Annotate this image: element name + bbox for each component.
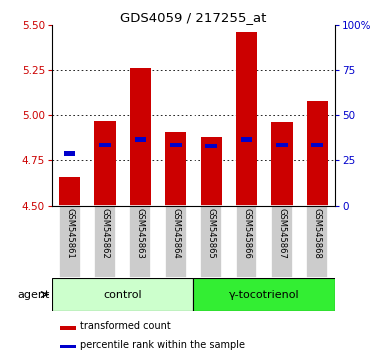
Text: control: control bbox=[104, 290, 142, 299]
Bar bbox=[59, 206, 80, 278]
Bar bbox=[170, 143, 182, 147]
Bar bbox=[60, 326, 76, 330]
Text: GSM545863: GSM545863 bbox=[136, 208, 145, 259]
Bar bbox=[311, 143, 323, 147]
Bar bbox=[130, 68, 151, 206]
Text: transformed count: transformed count bbox=[80, 321, 171, 331]
Bar bbox=[64, 151, 75, 155]
Bar bbox=[94, 121, 116, 206]
Text: GSM545867: GSM545867 bbox=[277, 208, 286, 259]
Bar bbox=[60, 345, 76, 348]
Text: γ-tocotrienol: γ-tocotrienol bbox=[229, 290, 300, 299]
Text: agent: agent bbox=[18, 290, 50, 299]
Text: GSM545866: GSM545866 bbox=[242, 208, 251, 259]
Text: GSM545861: GSM545861 bbox=[65, 208, 74, 259]
Bar bbox=[205, 144, 217, 148]
Bar bbox=[236, 206, 258, 278]
Bar bbox=[59, 177, 80, 206]
Bar bbox=[276, 143, 288, 147]
Bar bbox=[201, 137, 222, 206]
Bar bbox=[271, 122, 293, 206]
Bar bbox=[236, 32, 257, 206]
Bar bbox=[241, 137, 252, 142]
Title: GDS4059 / 217255_at: GDS4059 / 217255_at bbox=[120, 11, 267, 24]
Text: percentile rank within the sample: percentile rank within the sample bbox=[80, 339, 245, 349]
Bar bbox=[94, 206, 116, 278]
Bar bbox=[306, 101, 328, 206]
Text: GSM545862: GSM545862 bbox=[100, 208, 110, 259]
Bar bbox=[165, 132, 186, 206]
Bar bbox=[165, 206, 187, 278]
Bar bbox=[193, 278, 335, 311]
Bar bbox=[135, 137, 146, 142]
Text: GSM545868: GSM545868 bbox=[313, 208, 322, 259]
Bar bbox=[99, 143, 111, 147]
Bar bbox=[271, 206, 293, 278]
Bar bbox=[52, 278, 193, 311]
Text: GSM545865: GSM545865 bbox=[207, 208, 216, 259]
Text: GSM545864: GSM545864 bbox=[171, 208, 180, 259]
Bar bbox=[200, 206, 222, 278]
Bar bbox=[129, 206, 151, 278]
Bar bbox=[306, 206, 328, 278]
